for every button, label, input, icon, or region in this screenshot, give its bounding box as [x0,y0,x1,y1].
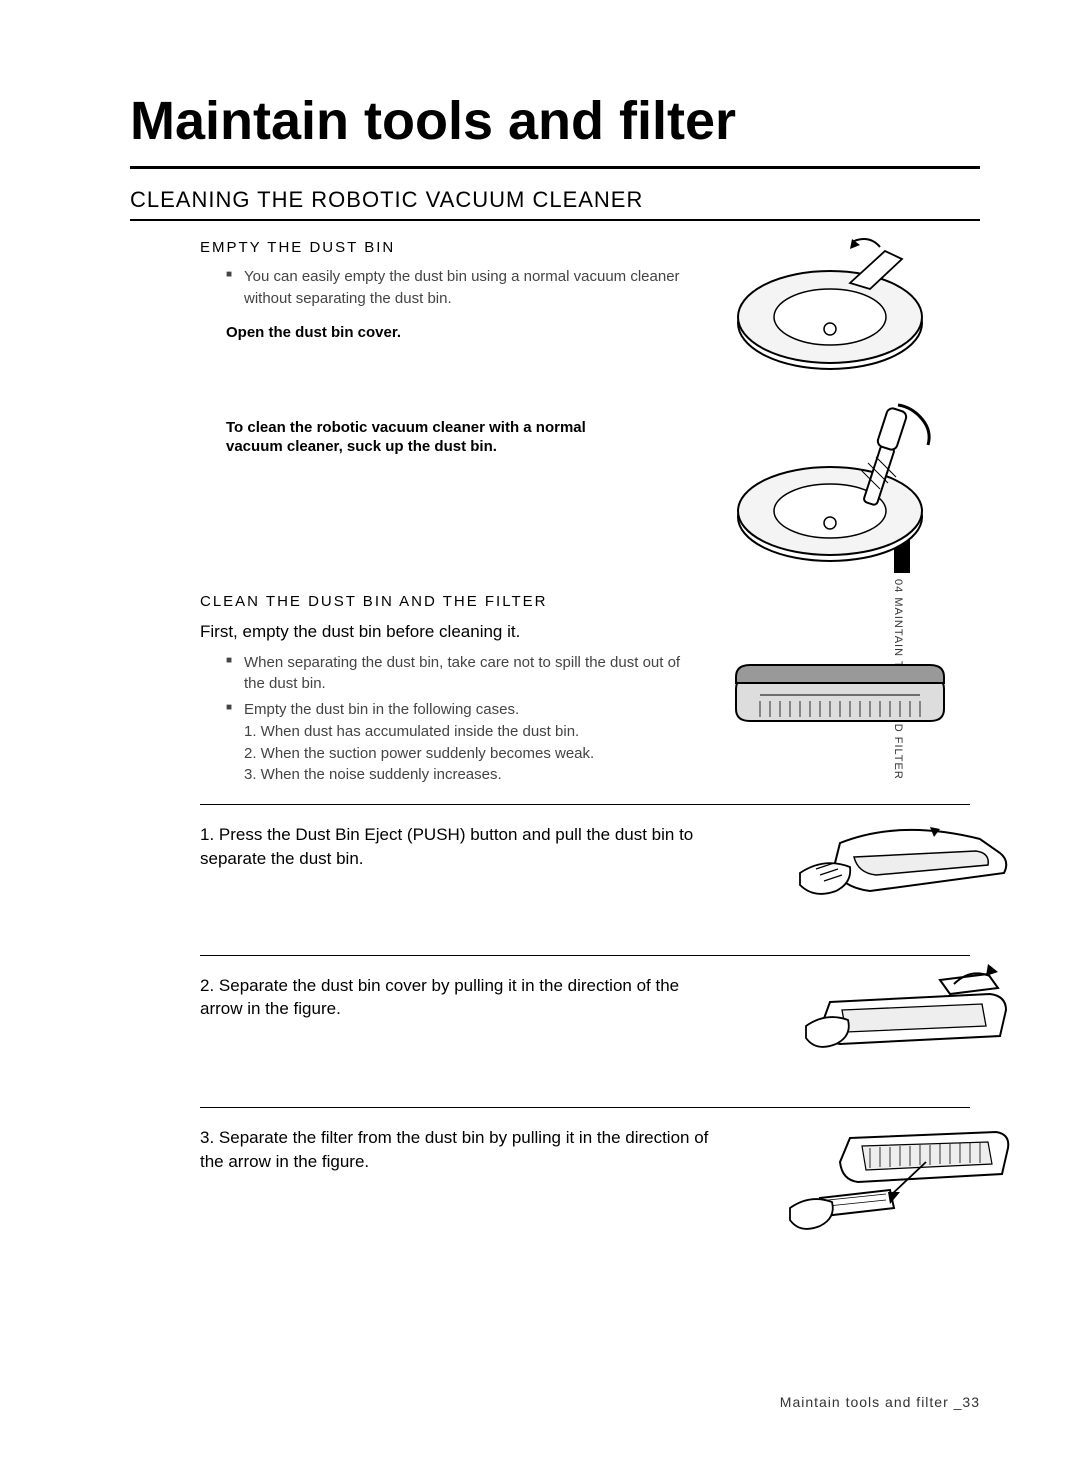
step-separator-1 [200,955,970,956]
section2-b2: Empty the dust bin in the following case… [226,699,696,721]
section2-b1: When separating the dust bin, take care … [226,652,696,696]
step1-text: 1. Press the Dust Bin Eject (PUSH) butto… [200,823,720,871]
step2-text: 2. Separate the dust bin cover by pullin… [200,974,720,1022]
subhead: CLEANING THE ROBOTIC VACUUM CLEANER [130,187,980,213]
illustration-open-cover [730,233,940,381]
subhead-rule [130,219,980,221]
section2-b2-2: 2. When the suction power suddenly becom… [244,743,980,765]
side-chapter: 04 [892,579,904,593]
illustration-step1 [780,813,1020,923]
step-separator-2 [200,1107,970,1108]
section2-title: CLEAN THE DUST BIN AND THE FILTER [200,593,980,610]
section2-intro: First, empty the dust bin before cleanin… [200,622,700,642]
page-title: Maintain tools and filter [130,90,980,152]
section2-b2-3: 3. When the noise suddenly increases. [244,764,980,786]
step3-text: 3. Separate the filter from the dust bin… [200,1126,720,1174]
illustration-vacuum-suck [730,399,940,569]
illustration-step3 [780,1112,1020,1242]
page-footer: Maintain tools and filter _33 [780,1394,980,1410]
illustration-dustbin [730,637,950,737]
step-separator-0 [200,804,970,805]
title-rule [130,166,980,169]
illustration-step2 [790,962,1020,1072]
section1-bullet: You can easily empty the dust bin using … [226,266,696,310]
